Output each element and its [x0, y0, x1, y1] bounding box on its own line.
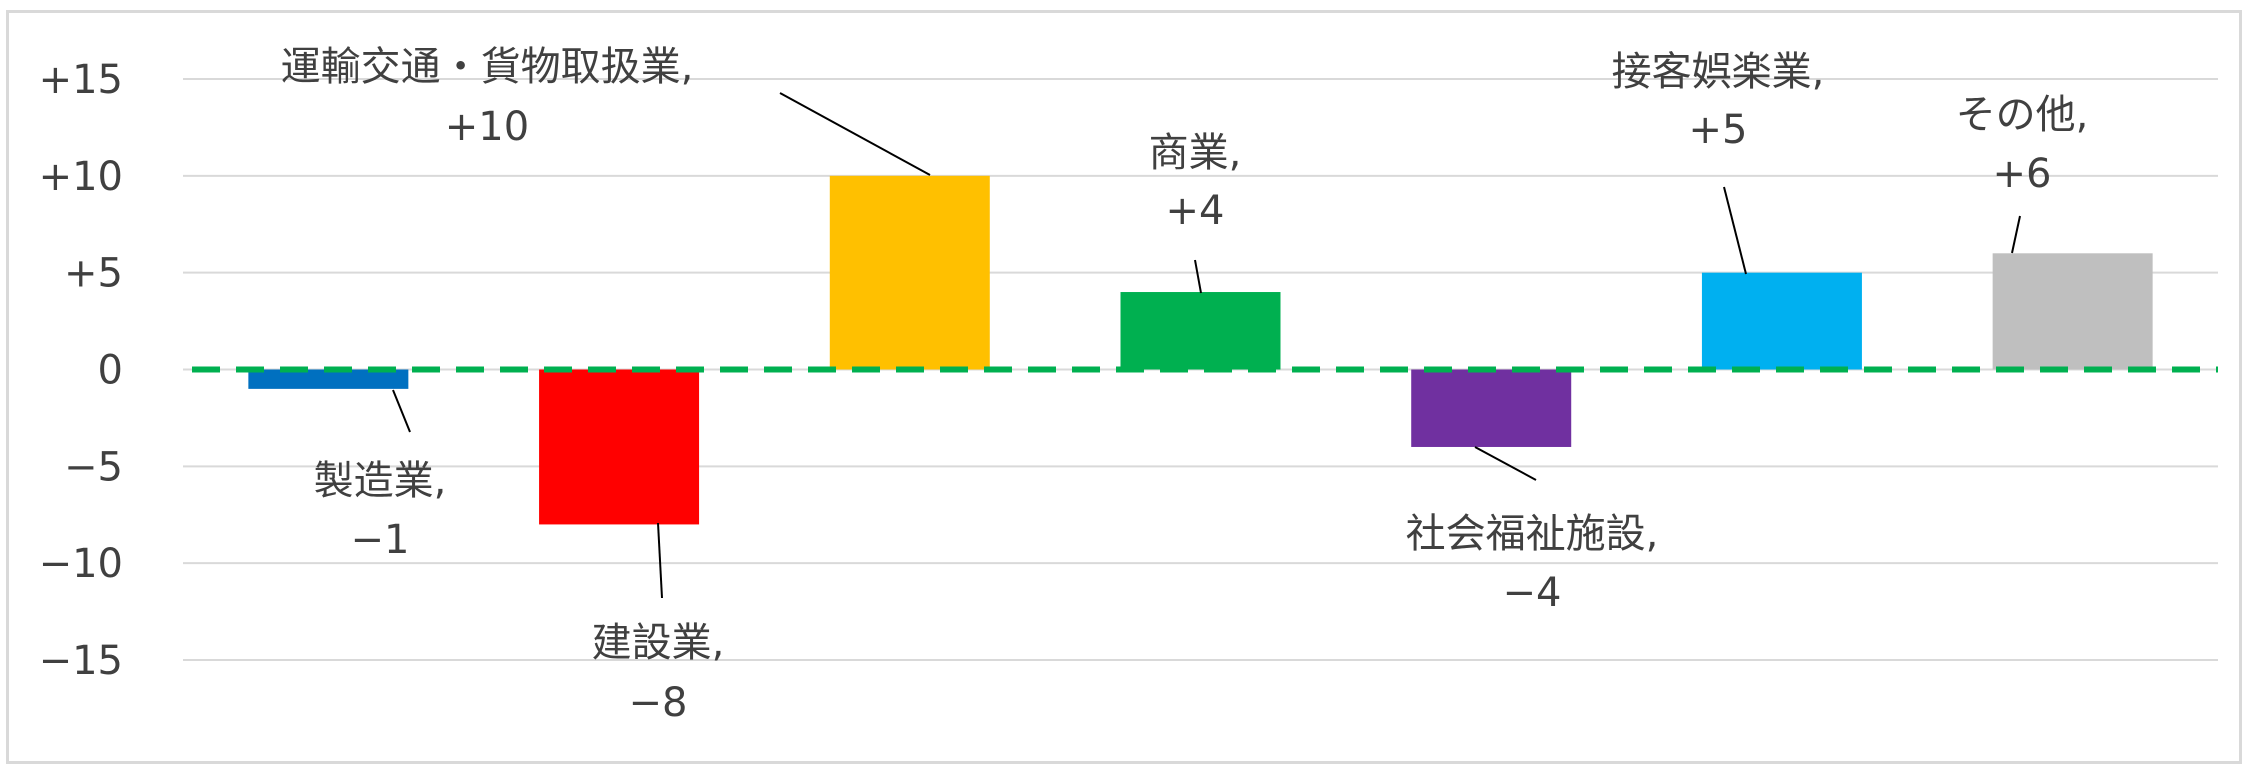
data-label-category: その他,: [1956, 92, 2089, 138]
bar-1: [248, 369, 409, 389]
leader-line: [1474, 446, 1537, 481]
data-label-category: 建設業,: [592, 620, 725, 666]
data-label-value: −1: [351, 517, 410, 563]
data-label-value: −8: [629, 680, 688, 726]
bar-6: [1701, 272, 1862, 370]
leader-line: [1194, 259, 1202, 294]
data-label-category: 社会福祉施設,: [1406, 511, 1659, 557]
y-tick-label: 0: [98, 348, 123, 394]
y-tick-label: −10: [39, 541, 123, 587]
data-label-value: −4: [1503, 570, 1562, 616]
data-label-category: 製造業,: [314, 458, 447, 504]
y-tick-label: +10: [39, 154, 123, 200]
y-tick-label: +5: [64, 251, 123, 297]
data-label-category: 商業,: [1149, 130, 1242, 176]
data-label-value: +10: [445, 104, 529, 150]
bar-5: [1411, 369, 1572, 447]
bar-7: [1992, 253, 2153, 370]
leader-line: [657, 522, 663, 599]
bar-2: [539, 369, 700, 525]
leader-line: [392, 389, 411, 433]
y-tick-label: −5: [64, 444, 123, 490]
data-label-category: 接客娯楽業,: [1612, 49, 1825, 95]
leader-line: [779, 92, 931, 176]
y-tick-label: +15: [39, 57, 123, 103]
data-label-category: 運輸交通・貨物取扱業,: [281, 44, 694, 90]
data-label-value: +4: [1166, 188, 1225, 234]
data-label-value: +5: [1689, 107, 1748, 153]
data-label-value: +6: [1993, 151, 2052, 197]
leader-line: [2011, 215, 2021, 254]
bar-3: [829, 175, 990, 370]
leader-line: [1723, 186, 1747, 275]
bar-4: [1120, 292, 1281, 370]
y-tick-label: −15: [39, 638, 123, 684]
